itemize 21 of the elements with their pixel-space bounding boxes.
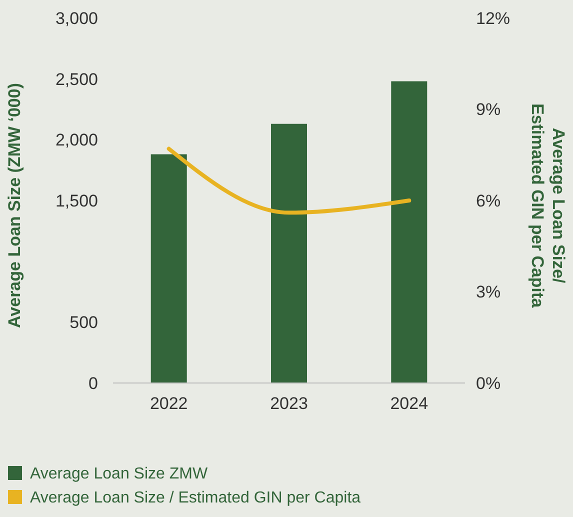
y2-axis-title: Average Loan Size/ Estimated GIN per Capita bbox=[528, 103, 568, 308]
legend-label: Average Loan Size / Estimated GIN per Capita bbox=[30, 490, 361, 507]
y2-tick-label: 9% bbox=[476, 100, 501, 120]
y2-tick-label: 3% bbox=[476, 282, 501, 302]
y-axis-title: Average Loan Size (ZMW ‘000) bbox=[5, 83, 24, 328]
y-tick-label: 500 bbox=[70, 313, 98, 332]
y2-tick-label: 12% bbox=[476, 8, 510, 28]
x-tick-label: 2023 bbox=[270, 394, 308, 413]
bar bbox=[150, 154, 187, 383]
y-tick-label: 3,000 bbox=[55, 8, 98, 28]
y2-tick-label: 0% bbox=[476, 374, 501, 393]
y-tick-label: 2,000 bbox=[55, 130, 98, 150]
legend-label: Average Loan Size ZMW bbox=[30, 466, 208, 483]
y2-tick-label: 6% bbox=[476, 191, 501, 210]
y-tick-label: 1,500 bbox=[55, 191, 98, 210]
bar bbox=[271, 124, 307, 383]
bar bbox=[391, 81, 428, 383]
x-tick-label: 2024 bbox=[390, 394, 428, 413]
y-tick-label: 0 bbox=[88, 374, 98, 393]
y-tick-label: 2,500 bbox=[55, 70, 98, 89]
x-tick-label: 2022 bbox=[150, 394, 188, 413]
